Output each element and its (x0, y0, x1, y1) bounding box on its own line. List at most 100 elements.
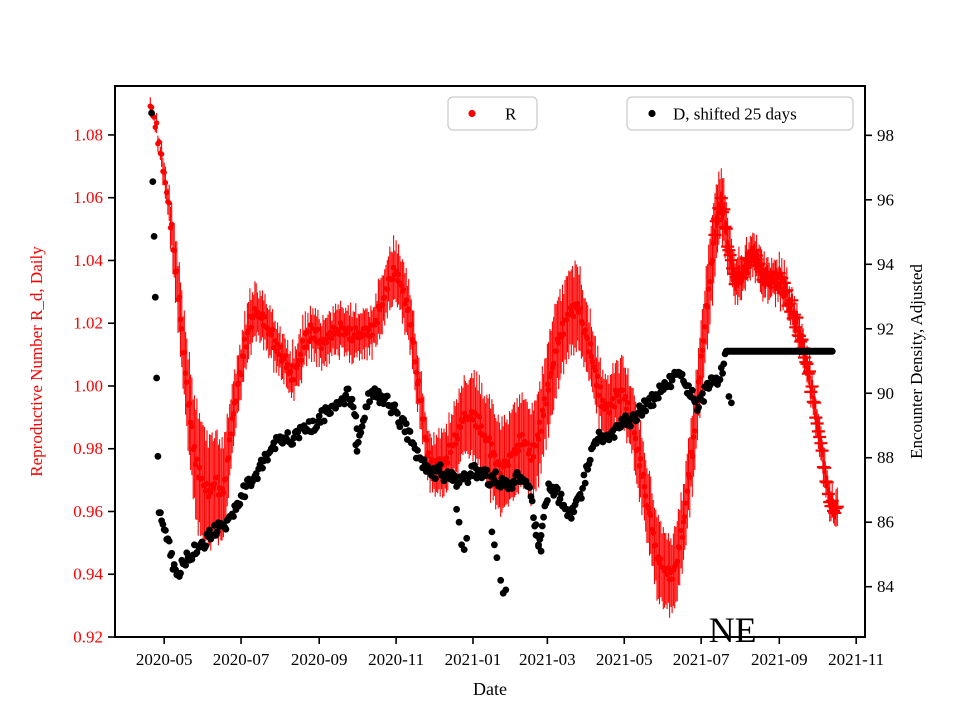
data-point (530, 514, 537, 522)
data-point (578, 494, 585, 502)
data-point (206, 526, 213, 534)
legend-label: D, shifted 25 days (673, 105, 797, 124)
plus-marker (813, 430, 827, 444)
data-point (236, 500, 244, 508)
data-point (199, 475, 205, 482)
data-point (632, 435, 639, 442)
data-point (174, 268, 180, 274)
data-point (580, 471, 588, 479)
data-point (374, 320, 380, 326)
data-point (361, 414, 368, 422)
left-tick-label: 0.94 (73, 565, 103, 584)
data-point (483, 466, 491, 474)
data-point (697, 375, 703, 381)
data-point (233, 398, 239, 404)
data-point (622, 412, 629, 419)
data-point (452, 441, 458, 447)
data-point (382, 294, 388, 301)
plus-marker (738, 261, 752, 275)
data-point (615, 392, 621, 399)
data-point (182, 370, 189, 376)
data-point (327, 409, 334, 417)
data-point (165, 537, 173, 545)
data-point (508, 485, 516, 492)
x-tick-label: 2020-09 (291, 650, 348, 669)
data-point (408, 321, 414, 328)
data-point (709, 257, 716, 264)
data-point (344, 330, 350, 336)
data-point (300, 338, 306, 344)
data-point (396, 423, 404, 431)
data-point (537, 532, 545, 539)
data-point (610, 434, 618, 441)
data-point (699, 347, 706, 354)
data-point (637, 456, 644, 462)
outlier-point (537, 547, 545, 555)
data-point (363, 403, 371, 411)
data-point (414, 447, 421, 454)
plus-marker (818, 461, 832, 475)
left-tick-label: 0.96 (73, 502, 103, 521)
right-tick-label: 90 (877, 384, 894, 403)
data-point (684, 488, 690, 494)
data-point (177, 316, 184, 323)
data-point (164, 189, 170, 196)
legend-box-d: D, shifted 25 days (626, 96, 854, 131)
data-point (169, 221, 175, 227)
right-tick-label: 94 (877, 255, 895, 274)
left-tick-label: 1.02 (73, 314, 103, 333)
data-point (561, 331, 567, 337)
data-point (313, 423, 321, 431)
data-point (674, 558, 680, 564)
legend-marker-icon (648, 109, 656, 118)
data-point (403, 297, 409, 303)
d-series (148, 109, 836, 597)
x-tick-label: 2021-03 (519, 650, 576, 669)
data-point (570, 508, 578, 516)
data-point (177, 569, 184, 577)
data-point (426, 450, 432, 456)
data-point (624, 406, 630, 412)
data-point (669, 576, 675, 582)
plus-marker (801, 367, 815, 381)
data-point (688, 386, 696, 394)
data-point (269, 326, 276, 333)
data-point (533, 443, 539, 449)
data-point (645, 505, 651, 512)
data-point (436, 461, 444, 468)
data-point (179, 326, 185, 332)
data-point (699, 390, 706, 397)
data-point (548, 370, 554, 376)
data-point (491, 452, 498, 458)
data-point (482, 472, 489, 480)
x-tick-label: 2020-05 (136, 650, 193, 669)
data-point (553, 348, 559, 355)
data-point (542, 396, 548, 402)
data-point (519, 431, 525, 438)
data-point (680, 519, 687, 525)
right-tick-label: 84 (877, 577, 895, 596)
plus-marker (808, 396, 822, 410)
data-point (543, 401, 549, 407)
data-point (222, 525, 230, 533)
data-point (287, 368, 293, 375)
data-point (677, 545, 683, 551)
data-point (186, 400, 193, 407)
data-point (254, 309, 261, 315)
data-point (159, 521, 167, 528)
data-point (254, 475, 261, 483)
data-point (297, 351, 303, 358)
x-tick-label: 2020-11 (368, 650, 424, 669)
left-tick-label: 1.00 (73, 376, 103, 395)
data-point (352, 412, 360, 420)
data-point (384, 286, 390, 292)
data-point (528, 497, 536, 505)
data-point (610, 395, 616, 402)
data-point (582, 327, 588, 333)
data-point (665, 565, 672, 571)
data-point (650, 530, 656, 536)
plus-marker (724, 253, 738, 267)
plus-marker (829, 501, 843, 515)
x-tick-label: 2020-07 (213, 650, 270, 669)
data-point (530, 454, 537, 460)
